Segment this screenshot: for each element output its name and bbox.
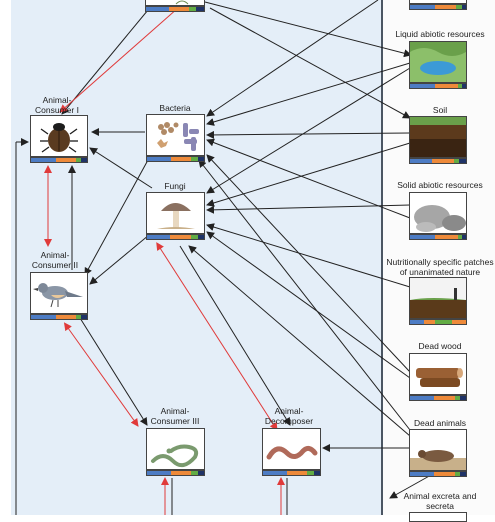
mushroom-icon <box>157 203 195 229</box>
bacteria-node[interactable] <box>146 114 205 156</box>
patch-icon <box>410 278 466 318</box>
arrow-soil-to-fungi <box>206 142 411 207</box>
dead-animals-node[interactable] <box>409 429 467 471</box>
top-resource-bar <box>409 4 467 10</box>
arrow-fungi-to-consumer1 <box>89 147 153 189</box>
arrow-bacteria-to-consumer2 <box>84 159 149 276</box>
patches-node[interactable] <box>409 277 467 319</box>
patches-bar <box>409 319 467 325</box>
dead-animals-bar <box>409 471 467 477</box>
arrow-fungi-to-consumer2 <box>89 229 156 285</box>
bacteria-bar <box>146 156 205 162</box>
fungi-bar <box>146 234 205 240</box>
dead-wood-label: Dead wood <box>418 341 462 351</box>
consumer1-label: Animal- Consumer I <box>35 95 79 115</box>
liquid-bar <box>409 83 467 89</box>
top-partial-node <box>145 0 205 6</box>
arrow-consumer2-to-consumer3 <box>79 317 148 426</box>
excreta-label: Animal excreta and secreta <box>403 491 477 511</box>
arrow-top-to-soil <box>209 7 411 119</box>
dead-animals-label: Dead animals <box>414 418 466 428</box>
arrow-top-to-consumer1 <box>61 9 149 115</box>
arrow-soil-to-bacteria <box>206 130 411 139</box>
dead-wood-node[interactable] <box>409 353 467 395</box>
pond-icon <box>410 42 466 82</box>
decomposer-label: Animal- Decomposer <box>264 406 314 426</box>
consumer3-bar <box>146 470 205 476</box>
arrow-deadanimals-to-bacteria <box>198 159 411 431</box>
liquid-node[interactable] <box>409 41 467 83</box>
beetle-icon <box>40 123 78 153</box>
solid-label: Solid abiotic resources <box>397 180 483 190</box>
soil-bar <box>409 158 467 164</box>
arrow-liquid-to-bacteria <box>206 62 411 126</box>
consumer3-node[interactable] <box>146 428 205 470</box>
fungi-label: Fungi <box>164 181 186 191</box>
arrow-deadwood-to-fungi <box>206 231 411 379</box>
top-resource-node <box>409 0 467 4</box>
decomposer-node[interactable] <box>262 428 321 470</box>
consumer3-label: Animal- Consumer III <box>150 406 200 426</box>
red-arrow-consumer2-consumer3 <box>63 322 139 427</box>
patches-label: Nutritionally specific patches of unanim… <box>386 257 494 277</box>
consumer2-bar <box>30 314 88 320</box>
log-icon <box>416 368 463 387</box>
liquid-label: Liquid abiotic resources <box>395 29 485 39</box>
bird-icon <box>33 283 83 308</box>
bacteria-icon <box>157 122 199 151</box>
consumer2-node[interactable] <box>30 272 88 314</box>
arrow-to-bacteria-a <box>206 0 379 117</box>
carcass-icon <box>410 450 466 470</box>
arrow-solid-to-bacteria <box>206 138 411 219</box>
consumer1-bar <box>30 157 88 163</box>
arrow-patches-to-fungi <box>206 223 411 288</box>
dead-wood-bar <box>409 395 467 401</box>
arrow-solid-to-fungi <box>206 204 411 214</box>
decomposer-bar <box>262 470 321 476</box>
arrow-deadwood-to-bacteria <box>206 154 411 373</box>
red-arrow-top-to-consumer1 <box>59 7 179 113</box>
soil-icon <box>410 117 466 157</box>
consumer2-label: Animal- Consumer II <box>31 250 79 270</box>
snake-icon <box>151 444 199 468</box>
arrow-fungi-to-decomposer <box>179 245 291 426</box>
rocks-icon <box>414 205 466 232</box>
soil-node[interactable] <box>409 116 467 158</box>
solid-bar <box>409 234 467 240</box>
soil-label: Soil <box>432 105 448 115</box>
solid-node[interactable] <box>409 192 467 234</box>
excreta-node[interactable] <box>409 512 467 522</box>
arrow-top-to-liquid <box>204 1 412 58</box>
fungi-node[interactable] <box>146 192 205 234</box>
top-node-bar <box>145 6 205 12</box>
top-node-image <box>175 0 189 5</box>
earthworm-icon <box>266 445 318 460</box>
arrow-liquid-to-fungi <box>206 67 411 194</box>
bacteria-label: Bacteria <box>159 103 191 113</box>
consumer1-node[interactable] <box>30 115 88 157</box>
red-arrow-fungi-decomposer <box>156 242 278 431</box>
